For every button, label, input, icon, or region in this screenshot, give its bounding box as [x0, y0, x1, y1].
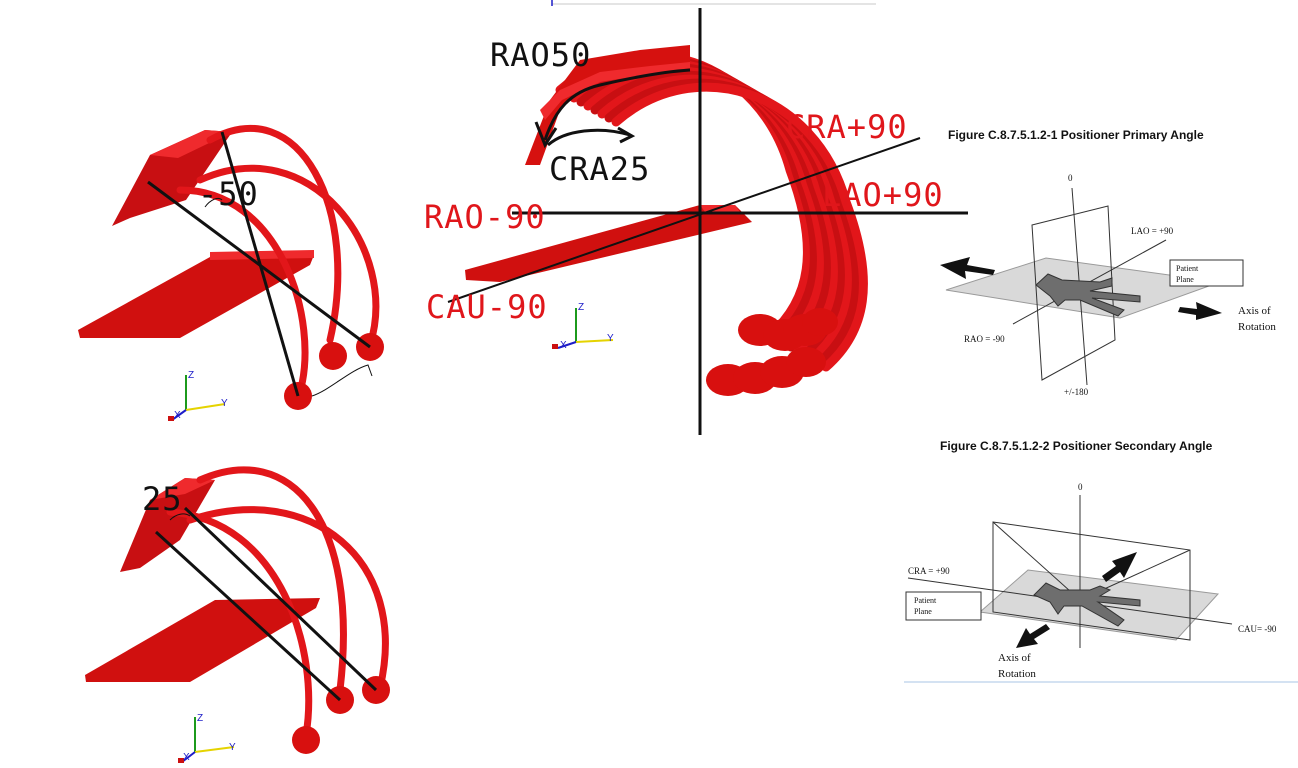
patient-table — [465, 205, 752, 282]
cau-label: CAU= -90 — [1238, 624, 1277, 634]
patient-table — [85, 598, 320, 682]
patient-figure — [1035, 273, 1141, 317]
patient-figure — [1033, 582, 1141, 627]
rotation-arrow-left — [940, 257, 995, 279]
axis-triad: Z Y X — [178, 713, 236, 763]
source-ball-8 — [786, 347, 826, 377]
lao-plus-90-label: LAO+90 — [822, 176, 944, 214]
zero-label: 0 — [1068, 173, 1073, 183]
figure-caption: Figure C.8.7.5.1.2-2 Positioner Secondar… — [940, 439, 1213, 453]
zero-label: 0 — [1078, 482, 1083, 492]
axis-y-label: Y — [221, 398, 228, 409]
c-arm-sweep-band-7 — [597, 74, 854, 364]
diagonal-axis — [447, 137, 921, 303]
plane-word: Plane — [1176, 275, 1194, 284]
patient-plane-box — [1169, 259, 1244, 287]
angle-tick — [169, 513, 191, 521]
rotation-word: Rotation — [1238, 321, 1276, 333]
beam-2 — [183, 506, 378, 692]
axis-z-label: Z — [578, 302, 584, 313]
rao-label: RAO = -90 — [964, 334, 1005, 344]
axis-z-label: Z — [188, 370, 194, 381]
angle-label: -50 — [198, 175, 259, 213]
detector-sweep-edge — [540, 62, 690, 120]
beam-1 — [154, 530, 342, 702]
cra-rotation-mark — [547, 128, 631, 147]
cra-arrow-head — [617, 126, 636, 144]
rao-minus-90-label: RAO-90 — [424, 198, 546, 236]
c-arm-sweep-band-9 — [611, 82, 868, 372]
source-ball-1 — [292, 726, 320, 754]
rotation-plane — [992, 521, 1191, 641]
angle-tick — [204, 197, 223, 208]
rotation-arrow-up — [1102, 552, 1137, 582]
cra-plus-90-label: CRA+90 — [786, 108, 908, 146]
c-arm-1 — [196, 466, 347, 694]
c-arm-3 — [166, 508, 313, 739]
cra25-label: CRA25 — [549, 150, 650, 188]
patient-plane-box — [905, 591, 982, 621]
axis-triad: Z Y X — [552, 302, 614, 351]
source-ball-2 — [319, 342, 347, 370]
figure-primary-angle: Figure C.8.7.5.1.2-1 Positioner Primary … — [940, 128, 1276, 397]
bottom-label: +/-180 — [1064, 387, 1089, 397]
angle-label: 25 — [142, 480, 183, 518]
patient-table-edge — [210, 250, 314, 260]
rotation-arrow-right — [1178, 302, 1222, 320]
axis-of-word: Axis of — [998, 652, 1031, 664]
source-ball-4 — [802, 308, 838, 336]
detector-sweep — [525, 45, 690, 165]
detector-panel-top — [150, 478, 215, 500]
axis-x-label: X — [174, 410, 181, 421]
patient-word: Patient — [914, 596, 937, 605]
rao-rotation-mark — [543, 68, 691, 141]
cau-minus-90-label: CAU-90 — [426, 288, 548, 326]
detector-panel — [112, 130, 232, 226]
c-arm-2 — [196, 164, 380, 349]
c-arm-sweep-band-6 — [590, 70, 847, 360]
rotation-word: Rotation — [998, 668, 1036, 680]
figure-secondary-angle: Figure C.8.7.5.1.2-2 Positioner Secondar… — [904, 439, 1298, 683]
axis-x-label: X — [560, 340, 567, 351]
figure-caption: Figure C.8.7.5.1.2-1 Positioner Primary … — [948, 128, 1204, 142]
bottom-left-view: 25 Z Y X — [85, 466, 390, 763]
rotation-plane — [1031, 205, 1116, 381]
rotation-arrow-down — [1016, 624, 1050, 648]
c-arm-1 — [206, 124, 342, 344]
diag-edge-1 — [992, 521, 1081, 601]
lao-label: LAO = +90 — [1131, 226, 1174, 236]
c-arm-sweep-band-8 — [604, 78, 861, 368]
cra-label: CRA = +90 — [908, 566, 950, 576]
detector-panel — [120, 478, 215, 572]
axis-triad: Z Y X — [168, 370, 228, 421]
axis-z-label: Z — [197, 713, 203, 724]
center-sweep-view: RAO50 CRA25 CRA+90 LAO+90 RAO-90 CAU-90 … — [424, 8, 968, 435]
axis-y-label: Y — [229, 742, 236, 753]
c-arm-3 — [176, 186, 309, 396]
axis-of-word: Axis of — [1238, 305, 1271, 317]
patient-table — [78, 255, 314, 338]
beam-2 — [147, 180, 371, 349]
top-left-view: -50 Z Y X — [78, 124, 384, 421]
plane-word: Plane — [914, 607, 932, 616]
axis-y-label: Y — [607, 333, 614, 344]
patient-word: Patient — [1176, 264, 1199, 273]
rao-arrow-head — [534, 121, 558, 149]
angle-arc — [311, 364, 373, 397]
axis-x-label: X — [183, 752, 190, 763]
rao50-label: RAO50 — [490, 36, 591, 74]
c-arm-2 — [186, 506, 389, 692]
